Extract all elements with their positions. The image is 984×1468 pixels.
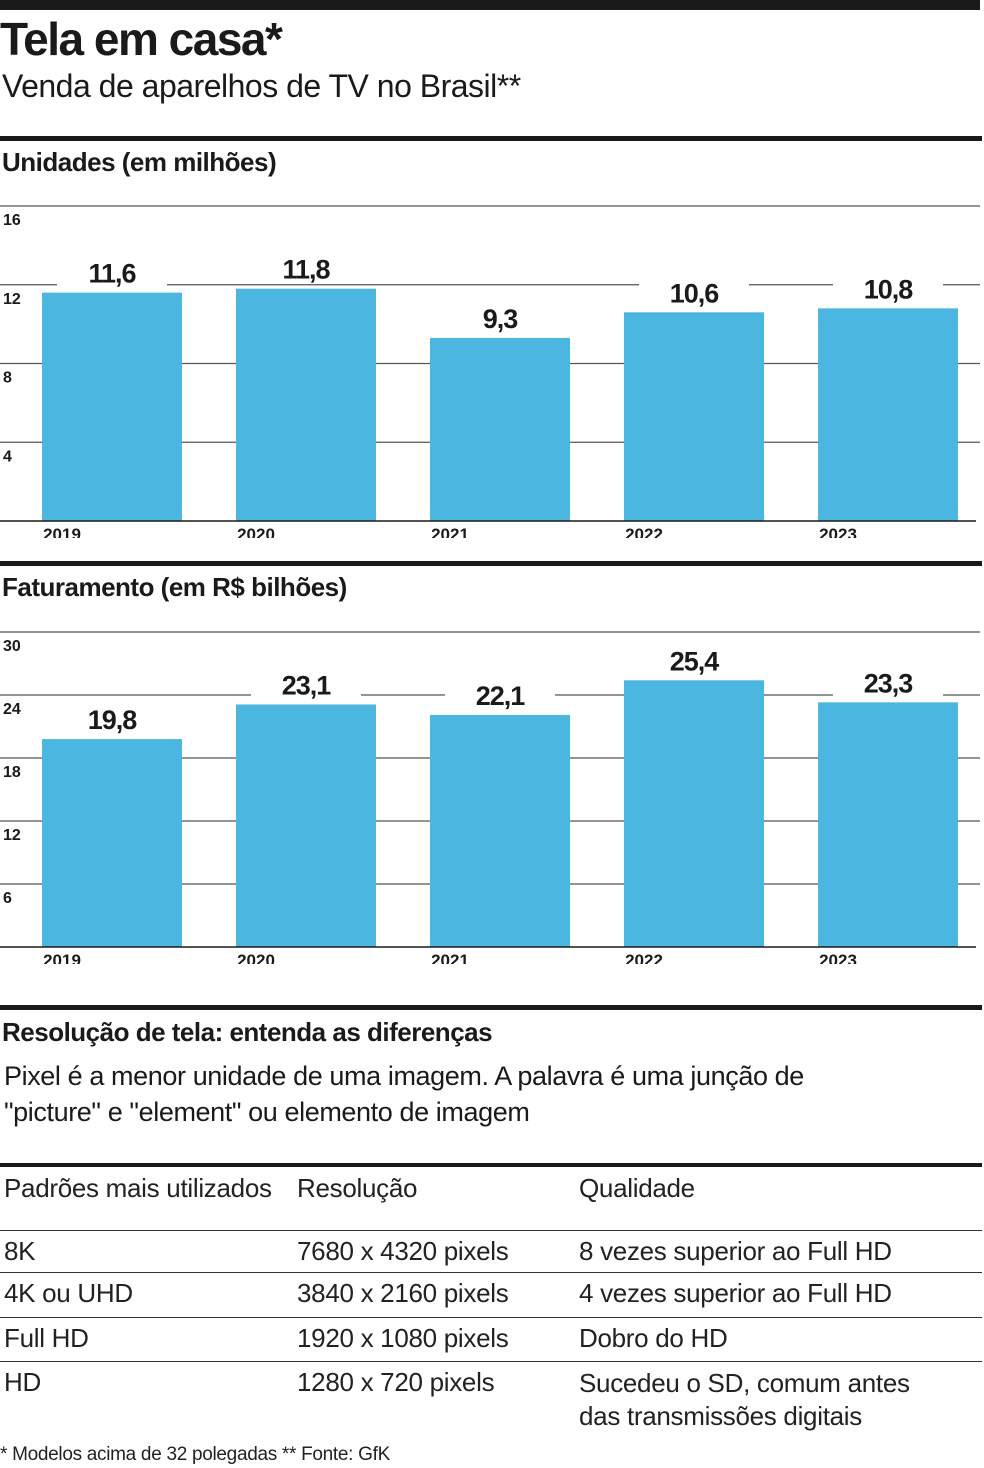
value-label: 22,1: [476, 681, 526, 711]
top-rule: [0, 0, 980, 10]
bar-2020: [236, 288, 376, 521]
table-cell: HD: [4, 1367, 41, 1397]
table-row: 8K 7680 x 4320 pixels 8 vezes superior a…: [0, 1231, 982, 1273]
y-tick-label: 30: [3, 638, 21, 655]
label-backdrop: [57, 252, 167, 287]
table-cell: 8 vezes superior ao Full HD: [579, 1236, 892, 1266]
value-label: 23,1: [282, 670, 332, 700]
table-cell: 1920 x 1080 pixels: [297, 1323, 509, 1353]
resolution-intro: Pixel é a menor unidade de uma imagem. A…: [4, 1061, 804, 1127]
value-label: 10,6: [670, 278, 720, 308]
value-label: 11,6: [88, 259, 136, 289]
y-tick-label: 12: [3, 291, 21, 308]
x-tick-label: 2023: [819, 525, 857, 538]
label-backdrop: [833, 268, 943, 303]
x-tick-label: 2021: [431, 951, 469, 964]
bar-2020: [236, 704, 376, 947]
bar-2019: [42, 292, 182, 521]
table-cell: 4 vezes superior ao Full HD: [579, 1278, 892, 1308]
table-row: 4K ou UHD 3840 x 2160 pixels 4 vezes sup…: [0, 1273, 982, 1318]
chart-svg: 6 12 18 24 30 19,8 2019 23,1 2020 22,1 2021 25,4 202…: [0, 631, 980, 964]
header-cell: Resolução: [297, 1173, 418, 1203]
x-tick-label: 2020: [237, 525, 275, 538]
units-bar-chart: 4 8 12 16 11,6 2019 11,8 2020 9,3 2021 10,6 2022 10,…: [0, 198, 984, 538]
value-label: 23,3: [864, 668, 914, 698]
x-tick-label: 2022: [625, 525, 663, 538]
table-cell: 7680 x 4320 pixels: [297, 1236, 509, 1266]
revenue-bar-chart: 6 12 18 24 30 19,8 2019 23,1 2020 22,1 2021 25,4 202…: [0, 624, 984, 964]
value-label: 9,3: [483, 304, 519, 334]
y-tick-label: 4: [3, 448, 12, 465]
units-chart-title: Unidades (em milhões): [2, 147, 277, 177]
value-label: 11,8: [282, 255, 330, 285]
x-tick-label: 2020: [237, 951, 275, 964]
page-title: Tela em casa*: [0, 13, 283, 65]
x-tick-label: 2019: [43, 951, 81, 964]
header-cell: Qualidade: [579, 1173, 695, 1203]
table-row: HD 1280 x 720 pixels Sucedeu o SD, comum…: [0, 1362, 982, 1434]
x-tick-label: 2021: [431, 525, 469, 538]
bar-2021: [430, 714, 570, 947]
label-backdrop: [445, 297, 555, 332]
bar-2022: [624, 680, 764, 947]
table-header-row: Padrões mais utilizados Resolução Qualid…: [0, 1167, 982, 1231]
page-subtitle: Venda de aparelhos de TV no Brasil**: [2, 68, 521, 104]
y-tick-label: 6: [3, 890, 12, 907]
table-cell: 4K ou UHD: [4, 1278, 133, 1308]
table-cell: Full HD: [4, 1323, 89, 1353]
section-rule: [0, 561, 982, 566]
header-cell: Padrões mais utilizados: [4, 1173, 272, 1203]
x-tick-label: 2023: [819, 951, 857, 964]
value-label: 19,8: [88, 705, 138, 735]
table-cell: 3840 x 2160 pixels: [297, 1278, 509, 1308]
bar-2023: [818, 702, 958, 947]
y-tick-label: 12: [3, 827, 21, 844]
y-tick-label: 16: [3, 212, 21, 229]
chart-svg: 4 8 12 16 11,6 2019 11,8 2020 9,3 2021 10,6 2022 10,…: [0, 205, 980, 538]
label-backdrop: [833, 662, 943, 697]
x-tick-label: 2019: [43, 525, 81, 538]
label-backdrop: [251, 664, 361, 699]
value-label: 25,4: [670, 646, 720, 676]
label-backdrop: [445, 674, 555, 709]
resolution-title: Resolução de tela: entenda as diferenças: [2, 1017, 493, 1047]
revenue-chart-title: Faturamento (em R$ bilhões): [2, 572, 347, 602]
resolution-table: Padrões mais utilizados Resolução Qualid…: [0, 1163, 982, 1434]
label-backdrop: [251, 248, 361, 283]
y-tick-label: 18: [3, 764, 21, 781]
label-backdrop: [57, 699, 167, 734]
x-tick-label: 2022: [625, 951, 663, 964]
bar-2023: [818, 308, 958, 521]
y-tick-label: 24: [3, 701, 21, 718]
table-cell: Sucedeu o SD, comum antes das transmissõ…: [579, 1368, 910, 1431]
y-tick-label: 8: [3, 370, 12, 387]
footnote: * Modelos acima de 32 polegadas ** Fonte…: [0, 1444, 390, 1465]
table-cell: 1280 x 720 pixels: [297, 1367, 495, 1397]
label-backdrop: [639, 272, 749, 307]
section-rule: [0, 1005, 982, 1010]
table-cell: 8K: [4, 1236, 36, 1266]
section-rule: [0, 136, 982, 141]
value-label: 10,8: [864, 274, 914, 304]
label-backdrop: [639, 640, 749, 675]
bar-2021: [430, 337, 570, 521]
table-row: Full HD 1920 x 1080 pixels Dobro do HD: [0, 1318, 982, 1362]
table-cell: Dobro do HD: [579, 1323, 728, 1353]
table-top-rule: [0, 1163, 982, 1167]
bar-2019: [42, 739, 182, 947]
bar-2022: [624, 312, 764, 521]
